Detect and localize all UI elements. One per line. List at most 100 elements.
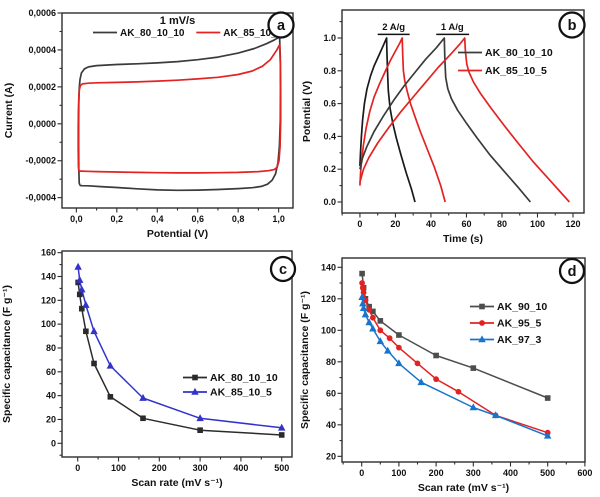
annotation-label-0: 2 A/g bbox=[382, 22, 405, 33]
series-AK_90_10-marker bbox=[396, 332, 402, 338]
series-AK_97_3-marker bbox=[361, 310, 370, 318]
series-AK_85_10_5-marker bbox=[196, 414, 204, 422]
panel-b-plot: 0 20 40 60 80 100 120 0.0 0.2 0.4 0.6 0.8 1.0 Time (s… bbox=[301, 9, 586, 245]
x-tick-label: 60 bbox=[461, 219, 471, 229]
x-tick-label: 0,0 bbox=[70, 214, 83, 224]
legend: AK_90_10 AK_95_5 AK_97_3 bbox=[470, 301, 547, 346]
y-tick-label: 60 bbox=[46, 367, 56, 377]
series-AK_80_10_10-2A/g-line bbox=[359, 37, 416, 203]
series-AK_97_3-marker bbox=[376, 337, 385, 345]
series-AK_85_10_5-marker bbox=[76, 275, 84, 283]
series-AK_90_10-marker bbox=[544, 395, 551, 401]
x-tick-label: 500 bbox=[540, 468, 555, 478]
y-tick-label: 80 bbox=[326, 357, 336, 367]
series-AK_85_10_5-marker bbox=[74, 262, 82, 270]
series-AK_97_3-marker bbox=[358, 293, 366, 301]
series-AK_97_3-marker bbox=[491, 411, 500, 419]
series-AK_80_10_10-line bbox=[77, 36, 282, 192]
y-tick-label: 0,0000 bbox=[28, 119, 56, 129]
annotation-label-1: 1 A/g bbox=[441, 22, 464, 33]
series-AK_85_10_5-marker bbox=[78, 285, 86, 293]
x-tick-label: 100 bbox=[391, 468, 406, 478]
panel-letter-d: d bbox=[568, 264, 577, 280]
panel-letter-circle bbox=[558, 11, 586, 39]
panel-b-container: 0 20 40 60 80 100 120 0.0 0.2 0.4 0.6 0.8 1.0 Time (s… bbox=[300, 0, 600, 248]
legend-item-label: AK_95_5 bbox=[497, 318, 542, 330]
series-AK_85_10_5-2A/g-line bbox=[359, 37, 447, 203]
legend-item-label: AK_97_3 bbox=[497, 334, 542, 346]
legend-item-label: AK_80_10_10 bbox=[485, 47, 553, 59]
series-AK_97_3-marker bbox=[395, 359, 403, 367]
panel-a-cv-chart: 0,0 0,2 0,4 0,6 0,8 1,0 -0,0004 -0,0002 0,0000 0,… bbox=[3, 8, 295, 240]
y-tick-label: 100 bbox=[41, 319, 56, 329]
series-AK_80_10_10-marker bbox=[91, 360, 97, 367]
series-AK_95_5-marker bbox=[414, 360, 421, 367]
x-tick-label: 0 bbox=[75, 463, 80, 473]
series-AK_85_10_5-line bbox=[77, 266, 282, 429]
series-AK_95_5-marker bbox=[377, 327, 384, 334]
panel-letter-a: a bbox=[277, 18, 286, 34]
y-tick-label: 0,0004 bbox=[28, 45, 56, 55]
series-AK_80_10_10-line bbox=[77, 282, 282, 436]
series-AK_97_3-marker bbox=[417, 378, 425, 386]
series-AK_85_10_5-marker bbox=[139, 393, 147, 401]
panel-letter-circle bbox=[269, 255, 297, 283]
panel-letter-circle bbox=[558, 257, 586, 285]
series-AK_85_10_5-marker bbox=[90, 327, 98, 335]
legend-marker bbox=[192, 374, 198, 381]
series-AK_95_5-marker bbox=[366, 306, 373, 313]
y-tick-label: 0,0006 bbox=[28, 8, 56, 18]
y-tick-label: 1.0 bbox=[323, 33, 336, 43]
series-AK_97_3-marker bbox=[365, 318, 373, 326]
panel-title: 1 mV/s bbox=[160, 15, 195, 27]
series-AK_80_10_10-marker bbox=[140, 415, 146, 422]
y-tick-label: 140 bbox=[41, 271, 56, 281]
x-tick-label: 0 bbox=[359, 468, 364, 478]
x-tick-label: 120 bbox=[565, 219, 580, 229]
series-AK_95_5-marker bbox=[359, 280, 365, 286]
axis-ticks bbox=[57, 12, 280, 213]
y-tick-label: 120 bbox=[41, 295, 56, 305]
series-AK_90_10-marker bbox=[470, 365, 477, 371]
y-tick-label: 0.2 bbox=[323, 164, 336, 174]
legend-item-label: AK_80_10_10 bbox=[120, 28, 185, 39]
y-tick-label: 120 bbox=[321, 294, 336, 304]
series-AK_97_3-marker bbox=[469, 403, 478, 411]
x-tick-label: 0,6 bbox=[191, 214, 204, 224]
x-tick-label: 40 bbox=[426, 219, 436, 229]
legend-item-label: AK_80_10_10 bbox=[210, 372, 278, 384]
series-AK_90_10-marker bbox=[433, 352, 439, 359]
series-AK_97_3-marker bbox=[384, 346, 392, 354]
x-axis-title: Time (s) bbox=[443, 233, 483, 245]
x-tick-label: 500 bbox=[274, 463, 289, 473]
series-AK_80_10_10-marker bbox=[278, 432, 285, 438]
legend: AK_80_10_10 AK_85_10_5 bbox=[458, 47, 553, 77]
series-AK_85_10_5-marker bbox=[277, 423, 286, 431]
axis-ticks bbox=[57, 252, 283, 462]
series-AK_90_10-marker bbox=[359, 270, 365, 277]
x-tick-label: 20 bbox=[390, 219, 400, 229]
series-AK_95_5-marker bbox=[455, 388, 462, 395]
y-axis-title: Potential (V) bbox=[301, 81, 313, 142]
series-AK_80_10_10-marker bbox=[76, 291, 83, 298]
series-AK_97_3-marker bbox=[359, 304, 368, 312]
series-AK_97_3-marker bbox=[369, 324, 377, 332]
y-axis-title: Specific capacitance (F g⁻¹) bbox=[1, 285, 13, 423]
y-tick-label: -0,0004 bbox=[25, 193, 56, 203]
y-tick-label: 40 bbox=[46, 391, 56, 401]
legend-marker bbox=[191, 387, 199, 395]
panel-letter-c: c bbox=[279, 262, 287, 278]
series-AK_85_10_5-line bbox=[77, 43, 282, 174]
y-axis-title: Specific capacitance (F g⁻¹) bbox=[300, 291, 311, 429]
panel-c-plot: 0 100 200 300 400 500 0 20 40 60 80 100 120 140 160 Sca… bbox=[1, 248, 297, 489]
x-tick-label: 0,4 bbox=[151, 214, 164, 224]
x-tick-label: 200 bbox=[429, 468, 444, 478]
series-AK_80_10_10-1A/g-line bbox=[359, 37, 532, 203]
y-axis-title: Current (A) bbox=[3, 83, 15, 138]
series-AK_95_5-marker bbox=[369, 314, 376, 321]
y-tick-label: 0,0002 bbox=[28, 82, 56, 92]
series-AK_97_3-marker bbox=[543, 431, 552, 439]
panel-d-plot: 0 100 200 300 400 500 600 20 40 60 80 100 120 140 Scan… bbox=[300, 257, 592, 494]
x-tick-label: 300 bbox=[193, 463, 208, 473]
